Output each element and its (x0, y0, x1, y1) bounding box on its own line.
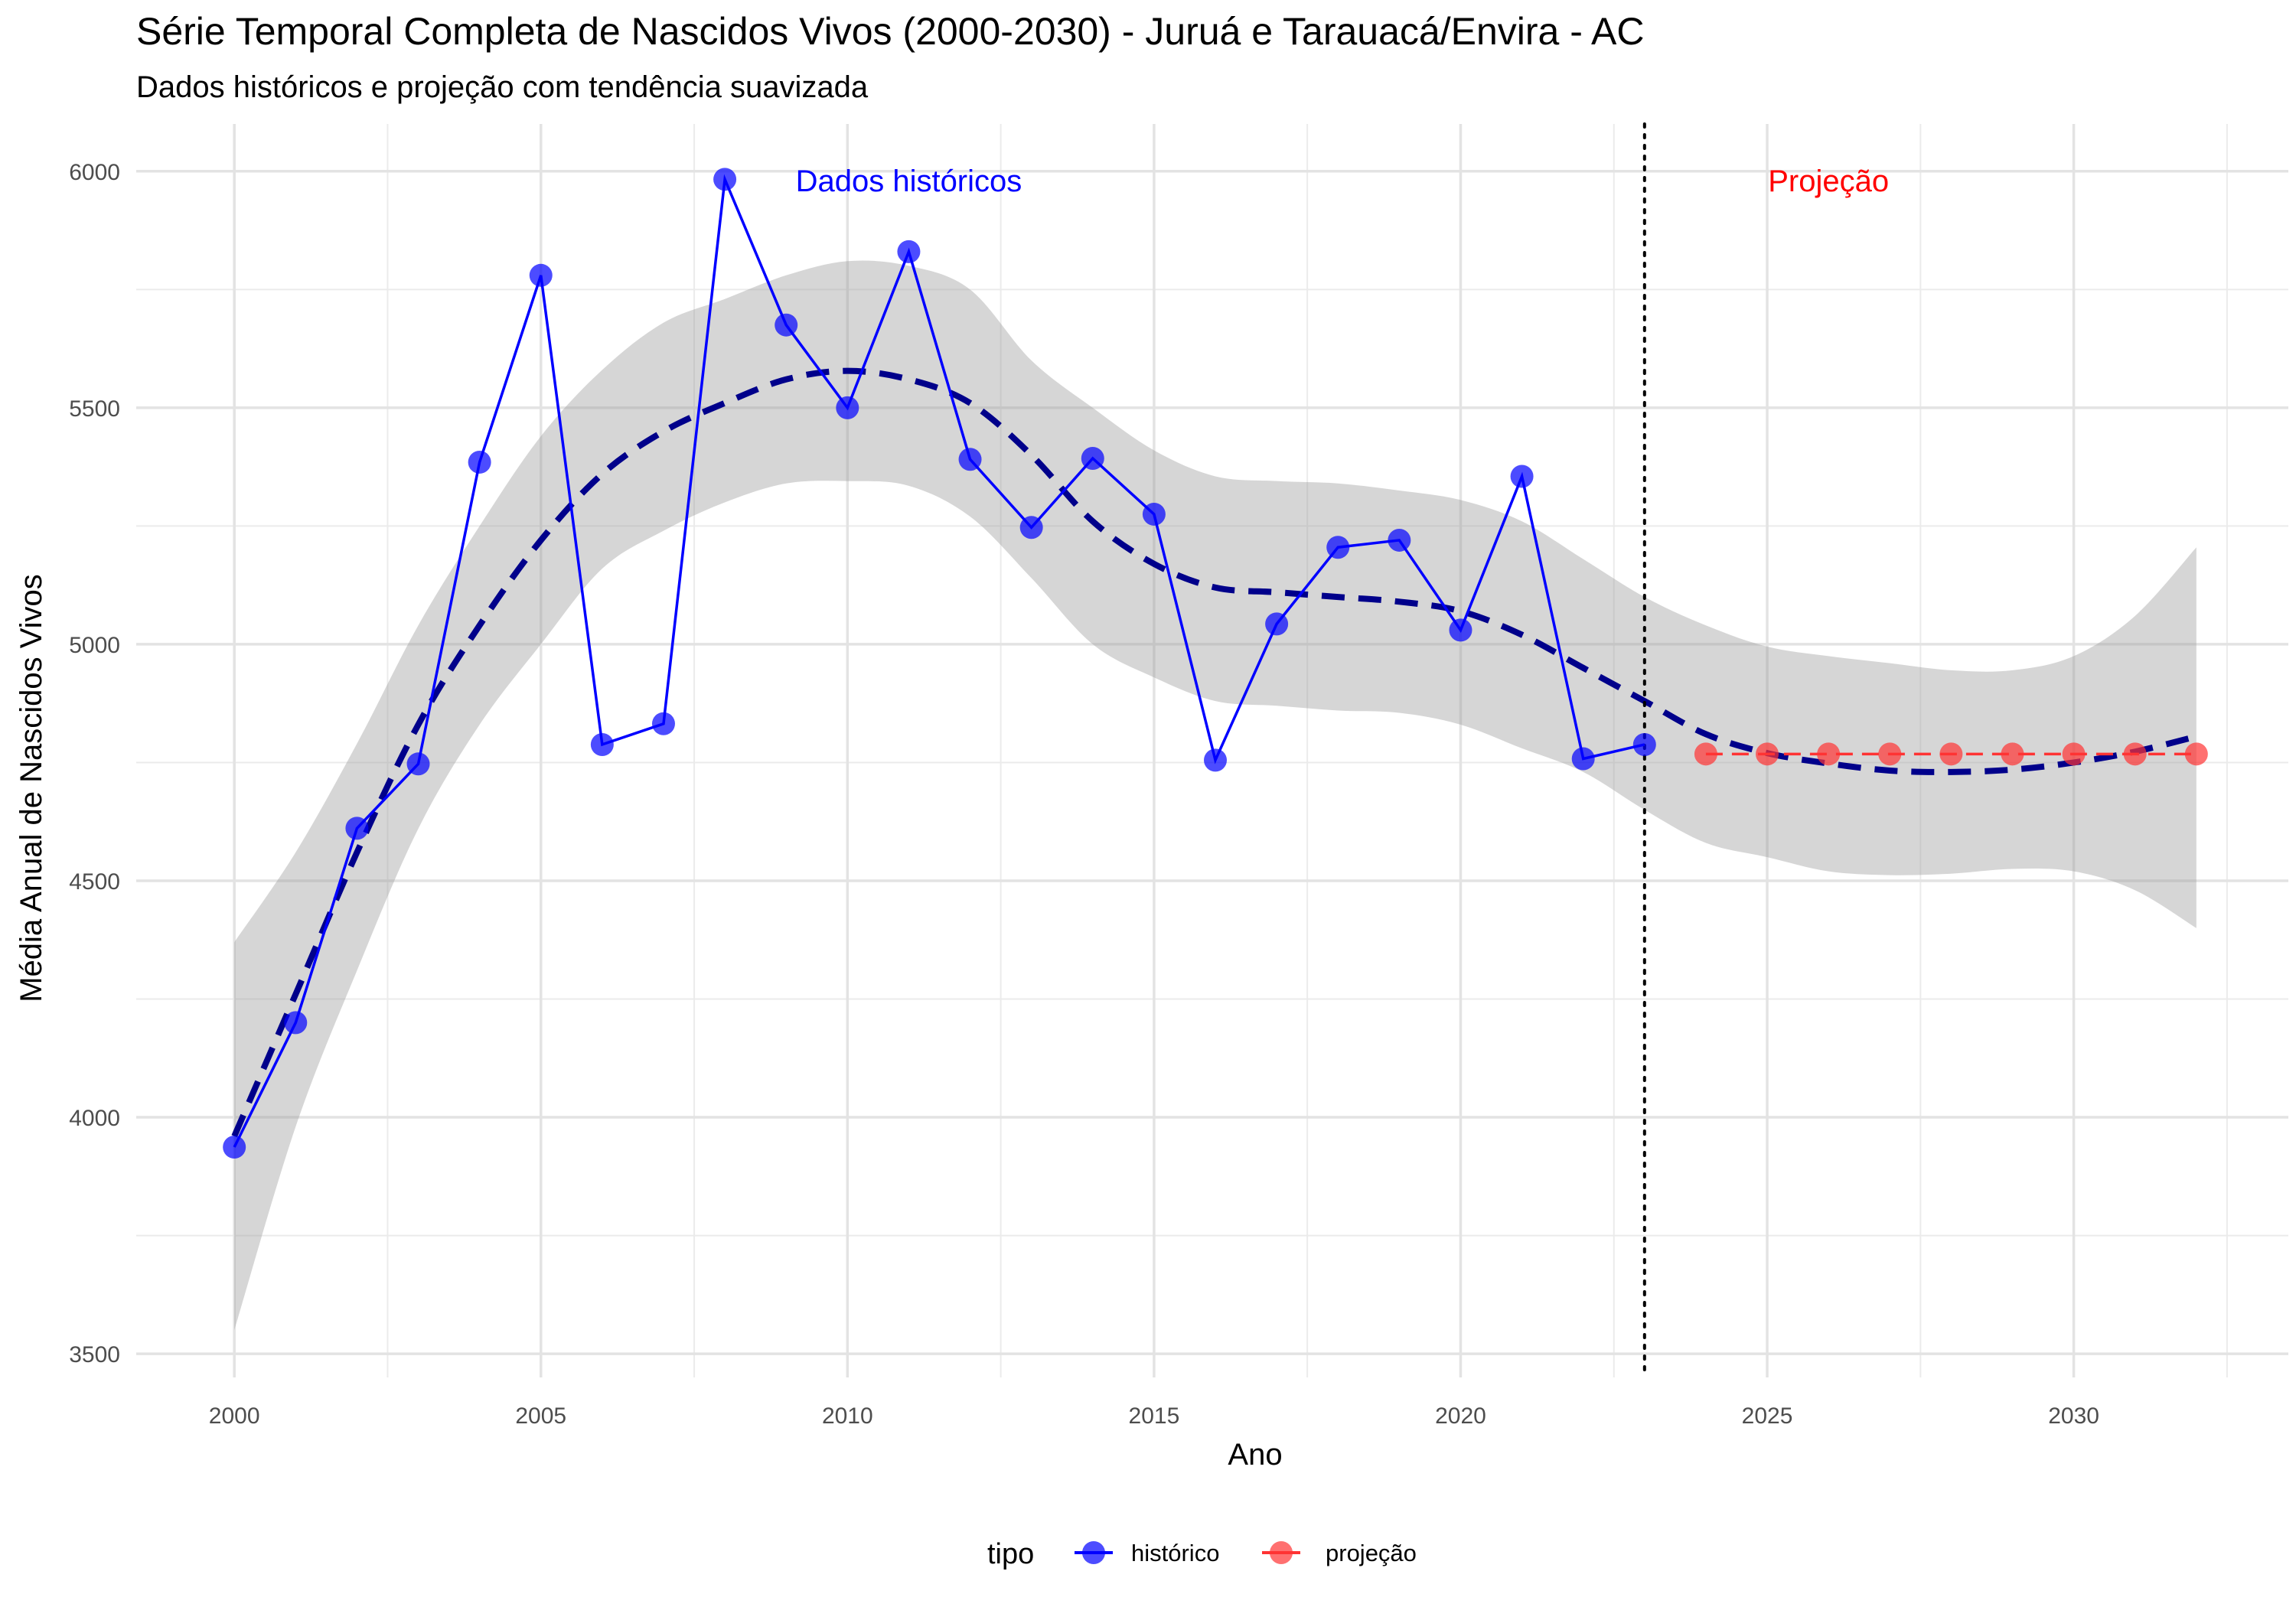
historico-point (345, 817, 369, 840)
x-tick-label: 2015 (1129, 1403, 1180, 1429)
x-tick-label: 2020 (1435, 1403, 1486, 1429)
y-tick-label: 4000 (69, 1106, 120, 1131)
y-axis-title: Média Anual de Nascidos Vivos (15, 574, 48, 1002)
projecao-point (1694, 742, 1717, 766)
chart-title: Série Temporal Completa de Nascidos Vivo… (136, 10, 1644, 53)
confidence-ribbon (234, 260, 2197, 1331)
historico-point (713, 168, 737, 191)
historico-point (406, 752, 430, 776)
confidence-ribbon-layer (234, 260, 2197, 1331)
historico-point (1142, 502, 1166, 526)
trend-layer (231, 367, 2197, 1138)
projecao-point (2062, 742, 2086, 766)
historico-point (1449, 618, 1473, 642)
historico-point (1204, 748, 1228, 772)
x-tick-label: 2010 (822, 1403, 873, 1429)
historico-point (651, 712, 675, 735)
legend-label-projecao: projeção (1326, 1540, 1417, 1566)
historico-point (529, 263, 553, 287)
annotation-layer: Dados históricos Projeção (796, 165, 1889, 198)
projecao-point (2001, 742, 2024, 766)
historico-point (590, 732, 614, 756)
historico-point (897, 240, 921, 263)
historico-point (284, 1011, 308, 1035)
x-axis-title: Ano (1228, 1438, 1282, 1472)
y-tick-label: 4500 (69, 869, 120, 895)
historico-point (1388, 528, 1411, 552)
historico-line (233, 174, 1645, 1148)
legend-label-historico: histórico (1131, 1540, 1219, 1566)
historico-point (1510, 464, 1534, 488)
y-tick-label: 5000 (69, 633, 120, 658)
x-tick-label: 2000 (209, 1403, 260, 1429)
legend: tipo histórico projeção (987, 1538, 1417, 1570)
historico-point (1326, 536, 1350, 559)
y-tick-label: 3500 (69, 1342, 120, 1367)
historico-point (1571, 747, 1595, 771)
x-tick-label: 2005 (515, 1403, 566, 1429)
legend-key-dot-projecao (1270, 1541, 1293, 1564)
x-tick-label: 2030 (2048, 1403, 2099, 1429)
x-axis-ticks: 2000 2005 2010 2015 2020 2025 2030 (209, 1403, 2099, 1429)
historico-point (775, 313, 798, 337)
historico-point (1265, 612, 1289, 636)
x-tick-label: 2025 (1742, 1403, 1793, 1429)
legend-key-dot-historico (1082, 1541, 1105, 1564)
historico-point (1632, 732, 1656, 756)
trend-line (231, 367, 2197, 1138)
legend-title: tipo (987, 1538, 1034, 1570)
historico-point (836, 396, 859, 419)
projecao-point (1817, 742, 1841, 766)
y-tick-label: 6000 (69, 160, 120, 185)
annotation-label: Dados históricos (796, 165, 1022, 198)
projecao-point (2184, 742, 2208, 766)
annotation-label: Projeção (1768, 165, 1889, 198)
projecao-point (1878, 742, 1902, 766)
projecao-point (1939, 742, 1963, 766)
projecao-point (2123, 742, 2147, 766)
historico-point (958, 448, 982, 471)
chart-subtitle: Dados históricos e projeção com tendênci… (136, 70, 869, 104)
historico-point (1019, 516, 1043, 539)
historico-point (1081, 447, 1104, 471)
historico-point (223, 1135, 246, 1159)
y-tick-label: 5500 (69, 396, 120, 422)
projecao-point (1756, 742, 1779, 766)
historico-point (468, 450, 491, 474)
y-axis-ticks: 3500 4000 4500 5000 5500 6000 (69, 160, 120, 1367)
series-layer (223, 168, 2208, 1159)
